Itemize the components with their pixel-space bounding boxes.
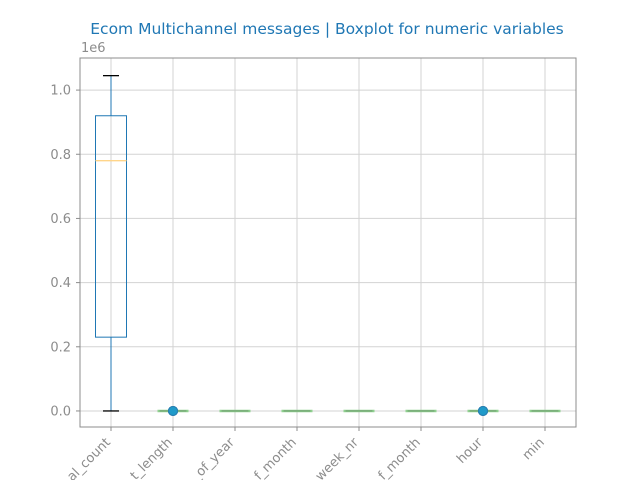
x-tick-label: _t_length — [122, 435, 175, 480]
plot-frame — [79, 57, 577, 428]
box-body — [95, 115, 127, 338]
x-tick-label: _al_count — [59, 435, 114, 480]
x-axis-ticks: _al_count _t_length _of_year _f_month _week_… — [59, 427, 548, 480]
x-tick-label: hour — [454, 435, 486, 467]
box-1 — [157, 405, 189, 416]
y-tick-label: 1.0 — [50, 84, 71, 99]
flier-point — [478, 405, 488, 416]
y-axis-ticks: 0.0 0.2 0.4 0.6 0.8 1.0 — [50, 84, 80, 419]
chart-title: Ecom Multichannel messages | Boxplot for… — [90, 20, 563, 38]
y-tick-label: 0.4 — [50, 276, 71, 291]
y-tick-label: 0.6 — [50, 212, 71, 227]
y-tick-label: 0.8 — [50, 148, 71, 163]
x-tick-label: min — [520, 435, 548, 463]
x-tick-label: _week_nr — [308, 435, 363, 480]
flier-point — [168, 405, 178, 416]
box-0 — [95, 74, 127, 412]
x-tick-label: _of_year — [188, 435, 238, 480]
y-tick-label: 0.2 — [50, 340, 71, 355]
y-offset-label: 1e6 — [81, 41, 106, 56]
grid-lines — [80, 58, 576, 427]
y-tick-label: 0.0 — [50, 404, 71, 419]
boxes — [95, 74, 561, 416]
x-tick-label: _f_month — [370, 435, 424, 480]
x-tick-label: _f_month — [246, 435, 300, 480]
box-6 — [467, 405, 499, 416]
